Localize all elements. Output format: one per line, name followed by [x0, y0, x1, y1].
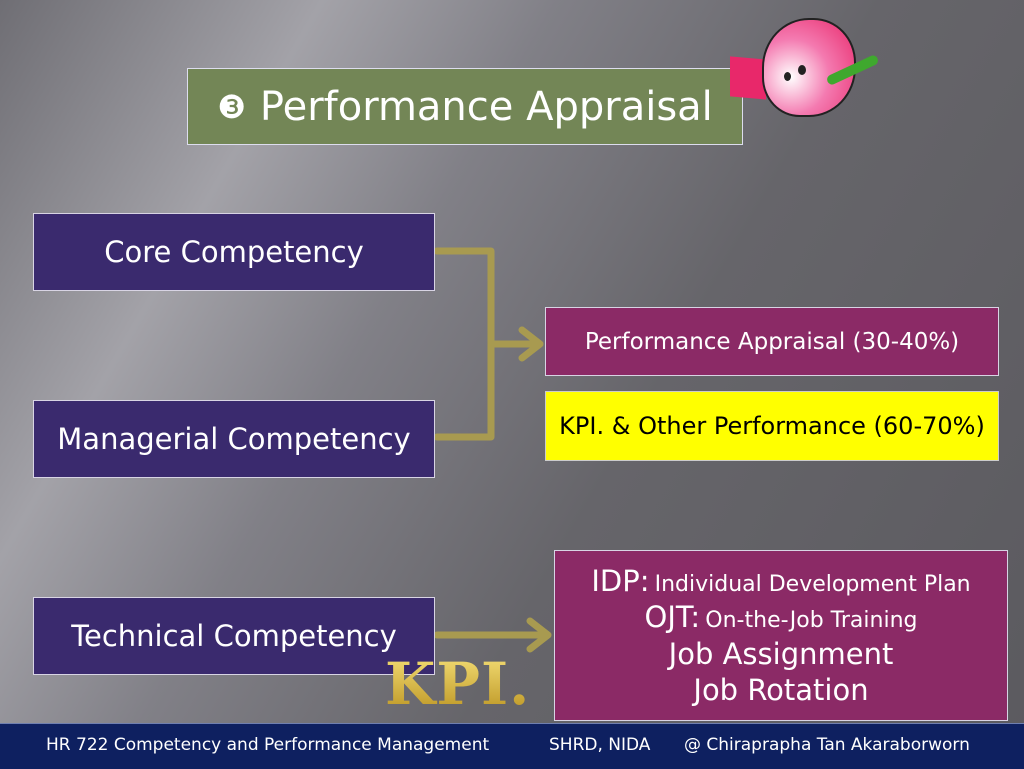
footer-author: @ Chiraprapha Tan Akaraborworn — [684, 735, 970, 755]
kpi-logo: KPI. — [385, 650, 531, 718]
idp-line: IDP: Individual Development Plan — [591, 563, 970, 599]
idp-text: Individual Development Plan — [654, 572, 971, 597]
footer-course: HR 722 Competency and Performance Manage… — [46, 735, 490, 755]
managerial-competency-box: Managerial Competency — [33, 400, 435, 478]
performance-appraisal-box: Performance Appraisal (30-40%) — [545, 307, 999, 376]
ojt-abbr: OJT: — [644, 600, 701, 635]
development-box: IDP: Individual Development Plan OJT: On… — [554, 550, 1008, 721]
footer-org: SHRD, NIDA — [549, 735, 651, 755]
bracket-connector — [433, 247, 495, 441]
ojt-text: On-the-Job Training — [705, 608, 918, 634]
slide-title: ❸ Performance Appraisal — [187, 68, 743, 145]
bullet-number: ❸ — [217, 87, 246, 126]
job-assignment-line: Job Assignment — [668, 636, 894, 671]
arrow-to-development — [433, 617, 552, 653]
slide-title-text: Performance Appraisal — [259, 83, 713, 130]
idp-abbr: IDP: — [591, 564, 650, 598]
job-rotation-line: Job Rotation — [693, 672, 869, 707]
kpi-other-performance-box: KPI. & Other Performance (60-70%) — [545, 391, 999, 461]
ojt-line: OJT: On-the-Job Training — [645, 599, 918, 635]
footer: HR 722 Competency and Performance Manage… — [0, 723, 1024, 769]
arrow-to-appraisal — [487, 326, 544, 362]
technical-competency-box: Technical Competency — [33, 597, 435, 675]
mascot-image — [730, 10, 880, 120]
core-competency-box: Core Competency — [33, 213, 435, 291]
